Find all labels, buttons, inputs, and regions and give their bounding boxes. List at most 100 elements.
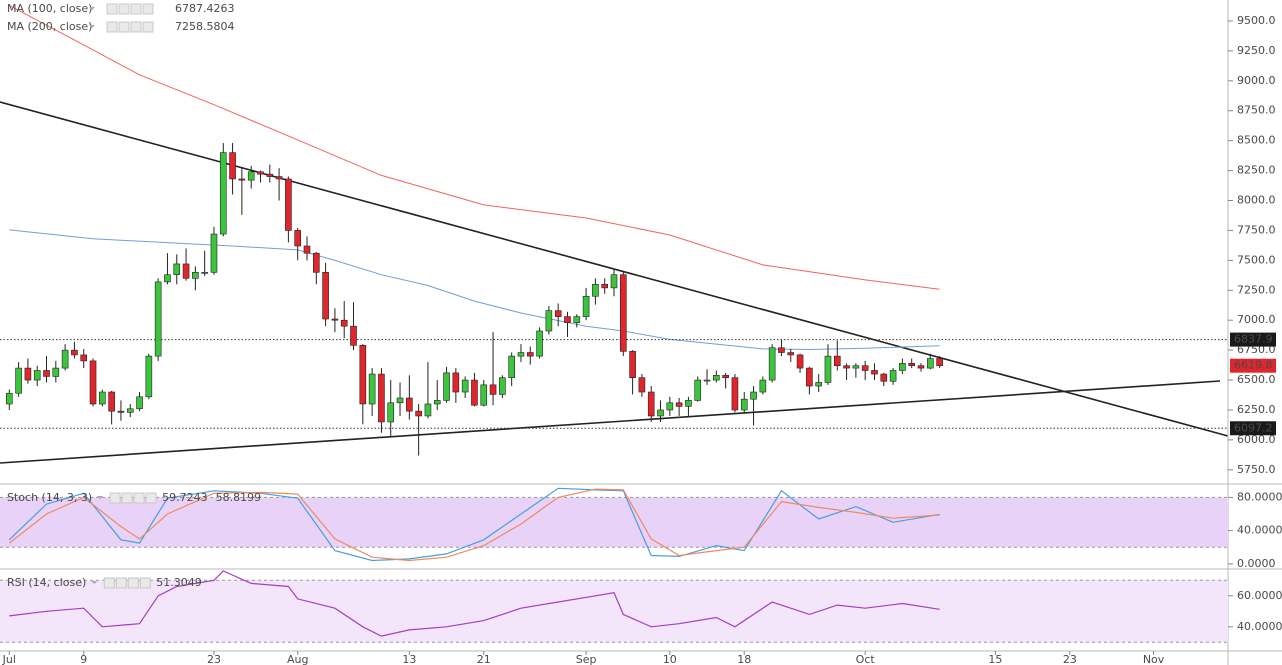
x-tick-label: 23 <box>1063 653 1077 665</box>
x-tick-label: Sep <box>576 653 597 665</box>
candle-body <box>787 352 795 356</box>
header-icon <box>106 21 118 33</box>
header-icon <box>106 3 118 15</box>
header-icon <box>145 492 157 504</box>
candle-body <box>201 272 208 274</box>
candle-body <box>350 325 357 346</box>
candle-body <box>173 263 181 276</box>
candle-body <box>740 398 748 411</box>
indicator-line <box>8 487 940 562</box>
candle-body <box>768 347 776 381</box>
y-tick-label: 0.0000 <box>1237 557 1276 570</box>
candle-body <box>313 252 320 273</box>
y-tick-label: 80.0000 <box>1237 490 1282 503</box>
x-tick-label: 9 <box>80 653 87 665</box>
candle-body <box>247 171 255 181</box>
y-tick-label: 6000.0 <box>1237 433 1276 446</box>
level-label: 6837.9 <box>1234 333 1273 346</box>
candle-body <box>117 410 125 413</box>
candle-body <box>936 358 943 367</box>
y-tick-label: 7000.0 <box>1237 313 1276 326</box>
candle-body <box>517 352 525 357</box>
last-price-label: 6619.8 <box>1234 359 1273 372</box>
candle-body <box>136 396 143 410</box>
candle-body <box>694 379 702 401</box>
x-tick-label: Jul <box>2 653 16 665</box>
candle-body <box>303 245 311 254</box>
candle-body <box>927 358 934 369</box>
header-icon <box>118 21 130 33</box>
candle-body <box>443 372 450 401</box>
candle-body <box>796 354 804 369</box>
x-tick-label: 10 <box>663 653 677 665</box>
candle-body <box>629 351 636 378</box>
candle-body <box>257 171 264 175</box>
candle-body <box>433 400 441 405</box>
candle-body <box>703 379 711 382</box>
candle-body <box>6 392 13 405</box>
candle-body <box>61 349 69 369</box>
candle-body <box>359 345 367 405</box>
indicator-name: MA (200, close) <box>7 20 92 33</box>
candle-body <box>871 370 878 375</box>
trend-line <box>0 380 1221 464</box>
candle-body <box>564 316 571 323</box>
candle-body <box>610 274 618 289</box>
x-tick-label: Oct <box>856 653 876 665</box>
candle-body <box>71 349 78 356</box>
y-tick-label: 8250.0 <box>1237 164 1276 177</box>
x-tick-label: Aug <box>287 653 308 665</box>
candle-body <box>685 400 692 407</box>
candle-body <box>126 408 134 413</box>
header-icon <box>130 21 142 33</box>
candle-body <box>554 310 562 317</box>
candle-body <box>229 152 236 180</box>
y-tick-label: 40.0000 <box>1237 620 1282 633</box>
candle-body <box>182 263 190 279</box>
indicator-value: 7258.5804 <box>175 20 235 33</box>
y-tick-label: 9250.0 <box>1237 44 1276 57</box>
candle-body <box>378 373 385 423</box>
candle-body <box>480 384 488 406</box>
candle-body <box>275 176 283 180</box>
candle-body <box>164 274 171 283</box>
candle-body <box>24 367 32 381</box>
candle-body <box>852 365 860 369</box>
y-tick-label: 7250.0 <box>1237 283 1276 296</box>
candle-body <box>806 367 813 387</box>
x-tick-label: 13 <box>402 653 416 665</box>
candle-body <box>499 377 506 395</box>
candle-body <box>582 295 590 317</box>
candle-body <box>526 352 534 357</box>
candle-body <box>89 360 97 405</box>
level-label: 6097.2 <box>1234 421 1273 434</box>
indicator-line <box>9 4 940 290</box>
level-label-box <box>1230 332 1276 347</box>
indicator-name: RSI (14, close) <box>7 576 86 589</box>
y-tick-label: 8750.0 <box>1237 104 1276 117</box>
header-caret <box>97 496 104 499</box>
candle-body <box>80 354 88 362</box>
candle-body <box>43 370 50 377</box>
last-price-box <box>1230 358 1276 373</box>
candle-body <box>368 373 376 405</box>
indicator-line <box>9 570 940 637</box>
indicator-line <box>8 488 940 562</box>
header-caret <box>89 7 95 10</box>
y-tick-label: 7500.0 <box>1237 253 1276 266</box>
x-tick-label: Nov <box>1143 653 1165 665</box>
x-tick-label: 23 <box>207 653 221 665</box>
candle-body <box>908 362 915 366</box>
indicator-name: MA (100, close) <box>7 2 92 15</box>
candle-body <box>620 274 627 352</box>
candle-body <box>154 281 162 357</box>
candle-body <box>731 377 739 411</box>
y-tick-label: 5750.0 <box>1237 463 1276 476</box>
candle-body <box>750 391 757 400</box>
candle-body <box>285 178 292 231</box>
header-icon <box>109 492 121 504</box>
candle-body <box>545 310 553 332</box>
candle-body <box>713 374 720 381</box>
candle-body <box>219 152 227 235</box>
